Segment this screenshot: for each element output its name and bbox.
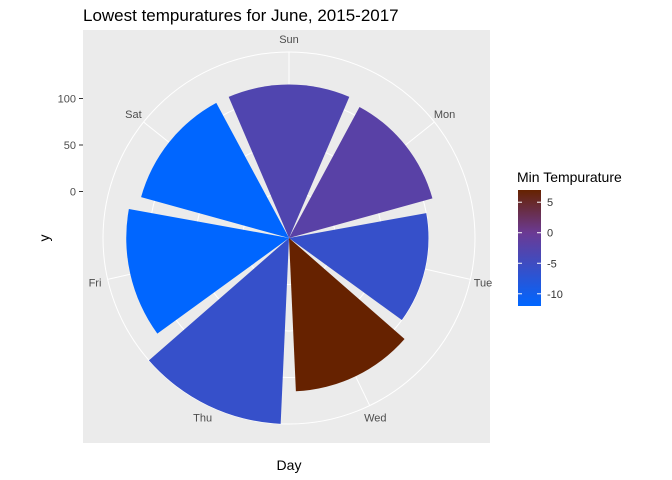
- bar-fri: [126, 208, 289, 334]
- legend-colorbar: [518, 190, 541, 306]
- legend-tick-label: -5: [547, 258, 557, 270]
- y-axis-title: y: [36, 235, 52, 242]
- y-tick-label: 100: [58, 94, 76, 106]
- day-label-wed: Wed: [364, 412, 386, 424]
- y-axis: 0 50 100: [58, 94, 83, 199]
- legend-tick-label: -10: [547, 289, 563, 301]
- legend-title: Min Tempurature: [517, 169, 622, 185]
- day-label-sat: Sat: [125, 109, 142, 121]
- legend: Min Tempurature 5 0 -5 -10: [517, 169, 622, 306]
- day-label-mon: Mon: [434, 109, 455, 121]
- bar-sat: [141, 102, 289, 238]
- day-label-fri: Fri: [89, 277, 102, 289]
- legend-ticks: 5 0 -5 -10: [518, 197, 563, 301]
- bar-tue: [289, 213, 429, 320]
- day-label-thu: Thu: [193, 412, 212, 424]
- bars: [126, 84, 433, 424]
- bar-sun: [228, 84, 350, 238]
- day-label-tue: Tue: [474, 277, 493, 289]
- day-label-sun: Sun: [279, 34, 299, 46]
- day-labels: Sun Mon Tue Wed Thu Fri Sat: [89, 34, 493, 424]
- x-axis-title: Day: [277, 457, 302, 473]
- chart-title: Lowest tempuratures for June, 2015-2017: [83, 6, 399, 25]
- legend-tick-label: 0: [547, 228, 553, 240]
- bar-mon: [289, 106, 433, 239]
- y-tick-label: 0: [70, 187, 76, 199]
- y-tick-label: 50: [64, 140, 76, 152]
- legend-tick-label: 5: [547, 197, 553, 209]
- bar-thu: [148, 238, 289, 424]
- bar-wed: [289, 238, 405, 392]
